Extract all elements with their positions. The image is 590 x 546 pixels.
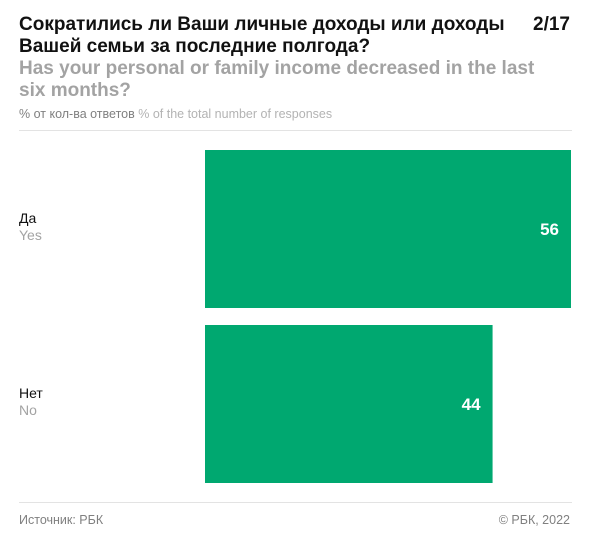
- category-label-en-no: No: [19, 402, 37, 418]
- top-divider: [19, 130, 572, 131]
- chart-title-en: Has your personal or family income decre…: [19, 58, 535, 101]
- value-label-yes: 56: [540, 220, 559, 239]
- value-label-no: 44: [462, 395, 481, 414]
- category-label-yes: Да: [19, 210, 36, 226]
- bar-no: [205, 325, 493, 483]
- page-number: 2/17: [533, 14, 570, 35]
- copyright-note: © РБК, 2022: [498, 513, 570, 527]
- source-note: Источник: РБК: [19, 513, 104, 527]
- units-note-ru: % от кол-ва ответов: [19, 107, 135, 121]
- category-label-en-yes: Yes: [19, 227, 42, 243]
- units-note: % от кол-ва ответов % of the total numbe…: [19, 106, 332, 122]
- bottom-divider: [19, 502, 572, 503]
- bar-yes: [205, 150, 571, 308]
- category-label-no: Нет: [19, 385, 43, 401]
- units-note-en: % of the total number of responses: [138, 107, 333, 121]
- chart-title-ru: Сократились ли Ваши личные доходы или до…: [19, 14, 505, 57]
